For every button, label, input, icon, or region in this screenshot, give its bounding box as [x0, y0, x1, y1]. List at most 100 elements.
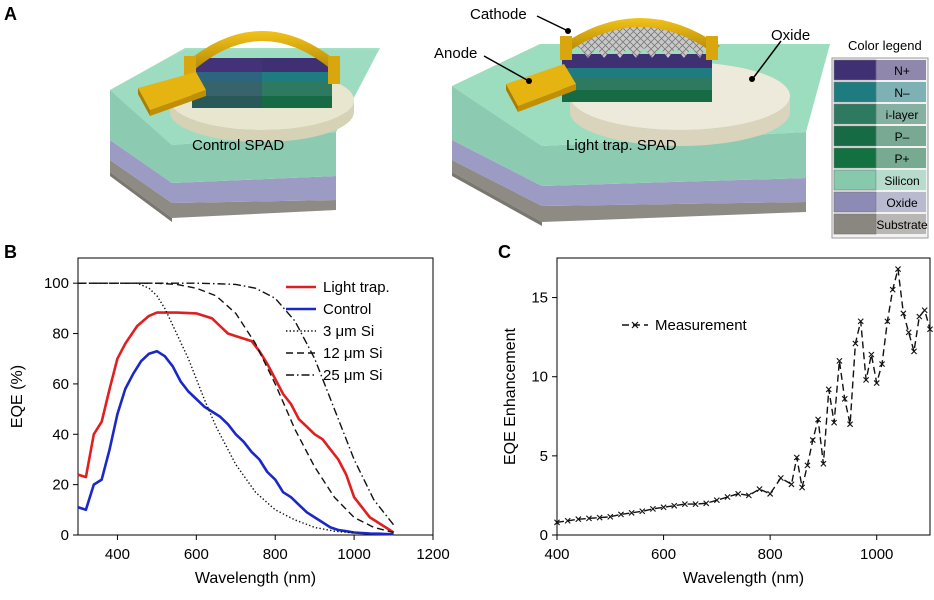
panel-c-letter: C [498, 242, 511, 262]
legend-label-bg-7 [876, 214, 926, 234]
data-point-0-22 [788, 481, 795, 488]
y-tick-label-2: 10 [531, 369, 548, 386]
data-point-0-29 [825, 386, 832, 393]
legend-swatch-7 [833, 213, 877, 235]
data-point-0-18 [745, 492, 752, 499]
series-line-0 [77, 311, 395, 534]
y-axis-label: EQE Enhancement [502, 327, 519, 465]
data-point-0-10 [660, 504, 667, 511]
series-line-1 [77, 349, 394, 536]
legend-swatch-2 [833, 103, 877, 125]
oxide-callout: Oxide [771, 27, 810, 44]
data-point-0-39 [879, 361, 886, 368]
y-tick-label-0: 0 [61, 527, 69, 544]
y-tick-label-1: 5 [540, 448, 548, 465]
legend-label-6: Oxide [886, 196, 918, 210]
data-point-0-3 [585, 515, 592, 522]
x-tick-label-0: 400 [544, 546, 569, 563]
legend-swatch-3 [833, 125, 877, 147]
data-point-0-6 [617, 511, 624, 518]
x-tick-label-1: 600 [651, 546, 676, 563]
x-axis-label: Wavelength (nm) [195, 570, 316, 587]
data-point-0-7 [628, 509, 635, 516]
legend-entry-0: Light trap. [323, 279, 390, 296]
legend-label-bg-5 [876, 170, 926, 190]
data-point-0-13 [692, 501, 699, 508]
anode-callout: Anode [434, 45, 477, 62]
data-point-0-11 [671, 502, 678, 509]
legend-label-bg-1 [876, 82, 926, 102]
cathode-callout: Cathode [470, 6, 527, 23]
data-point-0-26 [809, 437, 816, 444]
x-axis-label: Wavelength (nm) [683, 570, 804, 587]
legend-swatch-4 [833, 147, 877, 169]
chart-b: 400 600 800 1000 1200 0 20 40 60 80 100 Wavelength … [9, 257, 450, 587]
x-tick-label-2: 800 [263, 546, 288, 563]
data-point-0-48 [927, 326, 933, 333]
legend-label-bg-2 [876, 104, 926, 124]
legend-swatch-0 [833, 59, 877, 81]
data-point-0-38 [873, 380, 880, 387]
legend-entry-0: Measurement [655, 317, 748, 334]
data-point-0-23 [793, 454, 800, 461]
panel-b-letter: B [4, 242, 17, 262]
data-point-0-30 [831, 419, 838, 426]
data-point-0-15 [713, 497, 720, 504]
data-point-0-2 [575, 516, 582, 523]
data-point-0-25 [804, 462, 811, 469]
series-line-2 [78, 282, 355, 534]
legend-label-bg-6 [876, 192, 926, 212]
series-line-0 [556, 268, 931, 523]
data-point-0-44 [905, 329, 912, 336]
data-point-0-31 [836, 357, 843, 364]
legend-entry-2: 3 μm Si [323, 323, 374, 340]
legend-label-5: Silicon [884, 174, 919, 188]
legend-swatch-6 [833, 191, 877, 213]
y-axis-label: EQE (%) [9, 365, 26, 428]
x-tick-label-3: 1000 [860, 546, 893, 563]
y-tick-label-3: 60 [52, 376, 69, 393]
x-tick-label-3: 1000 [337, 546, 370, 563]
legend-entry-3: 12 μm Si [323, 345, 383, 362]
plot-frame [77, 257, 434, 536]
data-point-0-34 [852, 340, 859, 347]
data-point-0-1 [564, 517, 571, 524]
series-line-4 [78, 282, 395, 526]
y-tick-label-5: 100 [44, 275, 69, 292]
control-spad-illustration [110, 31, 380, 222]
legend-entry-4: 25 μm Si [323, 367, 383, 384]
data-point-0-41 [889, 286, 896, 293]
y-tick-label-3: 15 [531, 290, 548, 307]
legend-swatch-5 [833, 169, 877, 191]
data-point-0-20 [767, 490, 774, 497]
data-point-0-17 [735, 490, 742, 497]
light-trap-spad-label: Light trap. SPAD [566, 137, 677, 154]
data-point-0-42 [895, 266, 902, 273]
data-point-0-45 [911, 348, 918, 355]
data-point-0-46 [916, 313, 923, 320]
data-point-0-28 [820, 460, 827, 467]
y-tick-label-0: 0 [540, 527, 548, 544]
legend-label-3: P– [895, 130, 910, 144]
data-point-0-40 [884, 318, 891, 325]
data-point-0-32 [841, 395, 848, 402]
y-tick-label-1: 20 [52, 477, 69, 494]
data-point-0-47 [921, 307, 928, 314]
color-legend: Color legend N+ N– i-layer P– P+ Silicon Oxide… [831, 38, 929, 239]
control-spad-label: Control SPAD [192, 137, 284, 154]
legend-label-bg-3 [876, 126, 926, 146]
light-trap-spad-illustration [452, 15, 830, 226]
data-point-0-24 [799, 484, 806, 491]
series-line-3 [78, 282, 394, 534]
data-point-0-0 [554, 519, 560, 526]
data-point-0-36 [863, 376, 870, 383]
legend-label-1: N– [894, 86, 910, 100]
data-point-0-35 [857, 318, 864, 325]
data-point-0-12 [681, 501, 688, 508]
legend-label-0: N+ [894, 64, 910, 78]
legend-swatch-1 [833, 81, 877, 103]
data-point-0-14 [703, 500, 710, 507]
data-point-0-9 [649, 505, 656, 512]
y-tick-label-2: 40 [52, 426, 69, 443]
